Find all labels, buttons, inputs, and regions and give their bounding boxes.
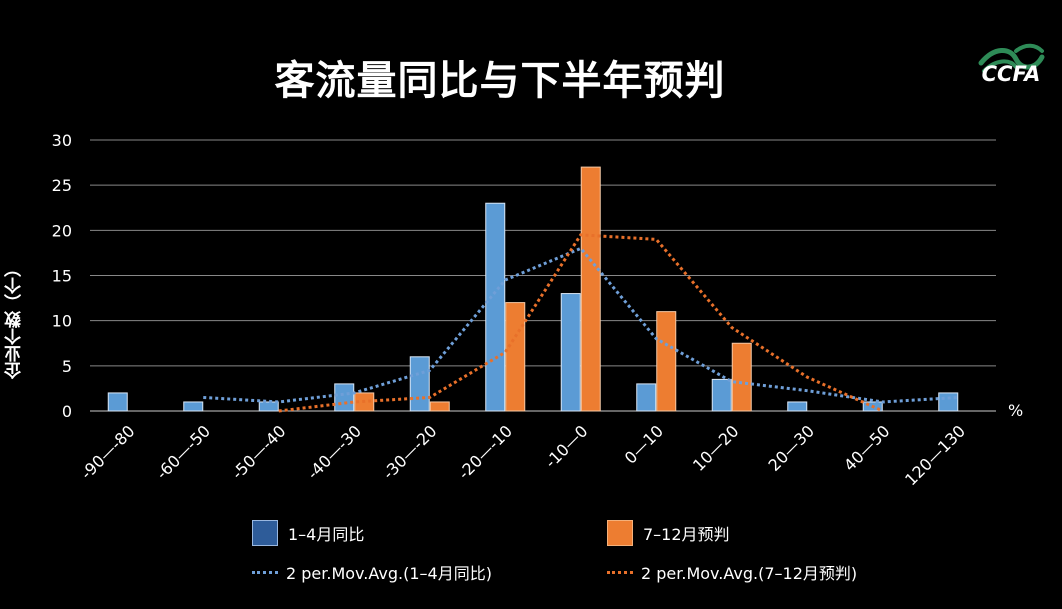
trendline-2 bbox=[278, 233, 884, 413]
x-tick-label: -40—-30 bbox=[303, 421, 365, 483]
bar-series2 bbox=[656, 311, 677, 412]
y-tick-label: 20 bbox=[52, 221, 72, 240]
bar-series2 bbox=[429, 401, 450, 412]
bar-series1 bbox=[560, 293, 581, 412]
y-tick-label: 5 bbox=[62, 357, 72, 376]
bar-series1 bbox=[787, 401, 808, 412]
y-tick-label: 10 bbox=[52, 312, 72, 331]
y-tick-label: 30 bbox=[52, 131, 72, 150]
trendline-1 bbox=[203, 246, 959, 404]
chart-title: 客流量同比与下半年预判 bbox=[274, 58, 726, 104]
x-tick-label: 120—130 bbox=[901, 421, 969, 489]
bar-series1 bbox=[183, 401, 204, 412]
y-tick-label: 25 bbox=[52, 176, 72, 195]
x-tick-label: -30—-20 bbox=[379, 421, 441, 483]
logo-text: CCFA bbox=[981, 62, 1041, 86]
y-tick-label: 0 bbox=[62, 402, 72, 421]
x-tick-label: 10—20 bbox=[689, 421, 743, 475]
x-tick-label: -10—0 bbox=[541, 421, 591, 471]
bar-series1 bbox=[334, 383, 355, 412]
bar-series2 bbox=[731, 342, 752, 412]
x-tick-label: -60—-50 bbox=[152, 421, 214, 483]
x-tick-label: -90—-80 bbox=[77, 421, 139, 483]
bar-series1 bbox=[485, 202, 506, 412]
x-tick-label: 0—10 bbox=[621, 421, 667, 467]
x-unit-label: % bbox=[1008, 401, 1023, 420]
bar-series1 bbox=[258, 401, 279, 412]
bar-series1 bbox=[938, 392, 959, 412]
bar-series2 bbox=[505, 302, 526, 412]
bar-series1 bbox=[711, 378, 732, 412]
bar-series2 bbox=[580, 166, 601, 412]
x-tick-label: -50—-40 bbox=[228, 421, 290, 483]
ccfa-logo-icon bbox=[978, 43, 1045, 73]
bar-series1 bbox=[107, 392, 128, 412]
bar-series1 bbox=[409, 356, 430, 412]
bar-series1 bbox=[636, 383, 657, 412]
y-tick-label: 15 bbox=[52, 267, 72, 286]
x-tick-label: 20—30 bbox=[765, 421, 819, 475]
x-tick-label: 40—50 bbox=[840, 421, 894, 475]
x-tick-label: -20—-10 bbox=[454, 421, 516, 483]
